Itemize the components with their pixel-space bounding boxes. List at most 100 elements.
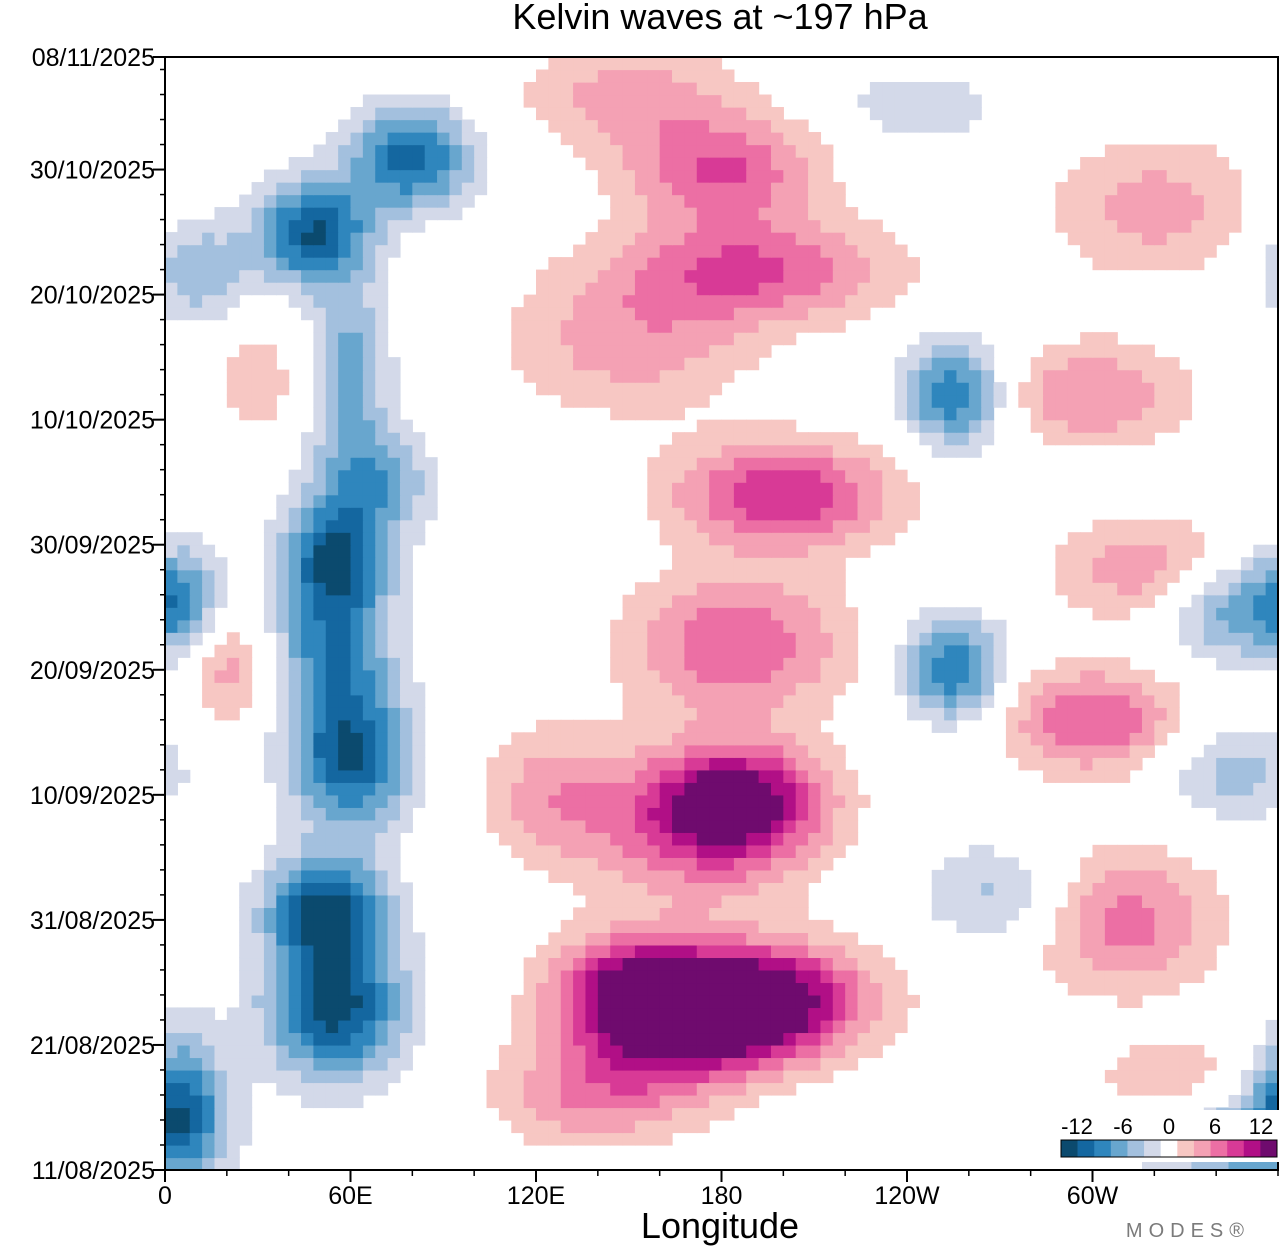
heatmap-cell [758,619,772,633]
heatmap-cell [894,494,908,508]
colorbar-swatch [1177,1140,1195,1157]
heatmap-cell [770,919,784,933]
heatmap-cell [721,919,735,933]
heatmap-cell [820,594,834,608]
heatmap-cell [709,332,723,346]
heatmap-cell [276,644,290,658]
heatmap-cell [536,307,549,321]
heatmap-cell [832,282,846,296]
heatmap-cell [560,394,574,408]
heatmap-cell [709,1069,723,1084]
heatmap-cell [746,932,760,946]
heatmap-cell [968,707,982,721]
heatmap-cell [1092,657,1106,671]
heatmap-cell [733,969,747,984]
heatmap-cell [1216,632,1230,646]
heatmap-cell [634,994,648,1009]
heatmap-cell [672,644,685,658]
heatmap-cell [758,607,772,621]
heatmap-cell [622,707,636,721]
heatmap-cell [350,369,364,383]
heatmap-cell [672,457,685,471]
heatmap-cell [770,544,784,558]
heatmap-cell [709,594,723,608]
colorbar-legend: -12 -6 0 6 12 [1057,1110,1280,1162]
heatmap-cell [548,1094,562,1109]
heatmap-cell [622,94,636,108]
heatmap-cell [721,582,735,596]
heatmap-cell [721,494,735,508]
heatmap-cell [944,869,958,883]
heatmap-cell [387,232,401,246]
heatmap-cell [746,294,760,308]
heatmap-cell [1203,207,1217,221]
heatmap-cell [165,1132,178,1146]
heatmap-cell [1191,219,1205,233]
heatmap-cell [214,1082,228,1096]
heatmap-cell [263,182,277,196]
heatmap-cell [1191,1057,1205,1071]
heatmap-cell [214,644,228,658]
heatmap-cell [202,1069,216,1084]
heatmap-cell [684,782,698,796]
heatmap-cell [585,794,599,808]
heatmap-cell [511,782,525,796]
heatmap-cell [177,294,191,308]
heatmap-cell [672,657,685,671]
heatmap-cell [202,582,216,596]
heatmap-cell [684,807,698,821]
heatmap-cell [647,669,661,683]
heatmap-cell [263,382,277,396]
heatmap-cell [1129,944,1143,959]
heatmap-cell [1191,794,1205,808]
heatmap-cell [758,894,772,908]
heatmap-cell [1080,869,1094,883]
heatmap-cell [882,507,896,521]
heatmap-cell [1141,219,1155,233]
heatmap-cell [325,307,339,321]
heatmap-cell [696,1119,710,1134]
heatmap-cell [276,682,290,696]
heatmap-cell [1055,907,1069,921]
heatmap-cell [301,582,314,596]
heatmap-cell [387,207,401,221]
heatmap-cell [214,219,228,233]
heatmap-cell [338,694,352,708]
heatmap-cell [202,1082,216,1096]
heatmap-cell [709,1032,723,1046]
heatmap-cell [684,919,698,933]
heatmap-cell [276,282,290,296]
heatmap-cell [585,994,599,1009]
heatmap-cell [622,782,636,796]
heatmap-cell [226,657,240,671]
heatmap-cell [301,757,314,771]
heatmap-cell [733,994,747,1009]
heatmap-cell [226,357,240,371]
heatmap-cell [276,194,290,208]
heatmap-cell [585,944,599,959]
heatmap-cell [907,994,920,1009]
heatmap-cell [647,919,661,933]
heatmap-cell [1080,394,1094,408]
heatmap-cell [338,994,352,1009]
heatmap-cell [165,1007,178,1021]
heatmap-cell [894,382,908,396]
heatmap-cell [313,407,327,421]
heatmap-cell [276,207,290,221]
heatmap-cell [362,432,376,446]
heatmap-cell [808,794,822,808]
heatmap-cell [795,607,809,621]
heatmap-cell [758,944,772,959]
heatmap-cell [597,169,611,183]
heatmap-cell [746,482,760,496]
heatmap-cell [1080,669,1094,683]
heatmap-cell [597,119,611,133]
heatmap-cell [647,707,661,721]
heatmap-cell [1166,869,1180,883]
heatmap-cell [746,157,760,171]
heatmap-cell [1166,957,1180,971]
heatmap-cell [622,207,636,221]
heatmap-cell [214,557,228,571]
heatmap-cell [511,1094,525,1109]
heatmap-cell [1117,369,1131,383]
